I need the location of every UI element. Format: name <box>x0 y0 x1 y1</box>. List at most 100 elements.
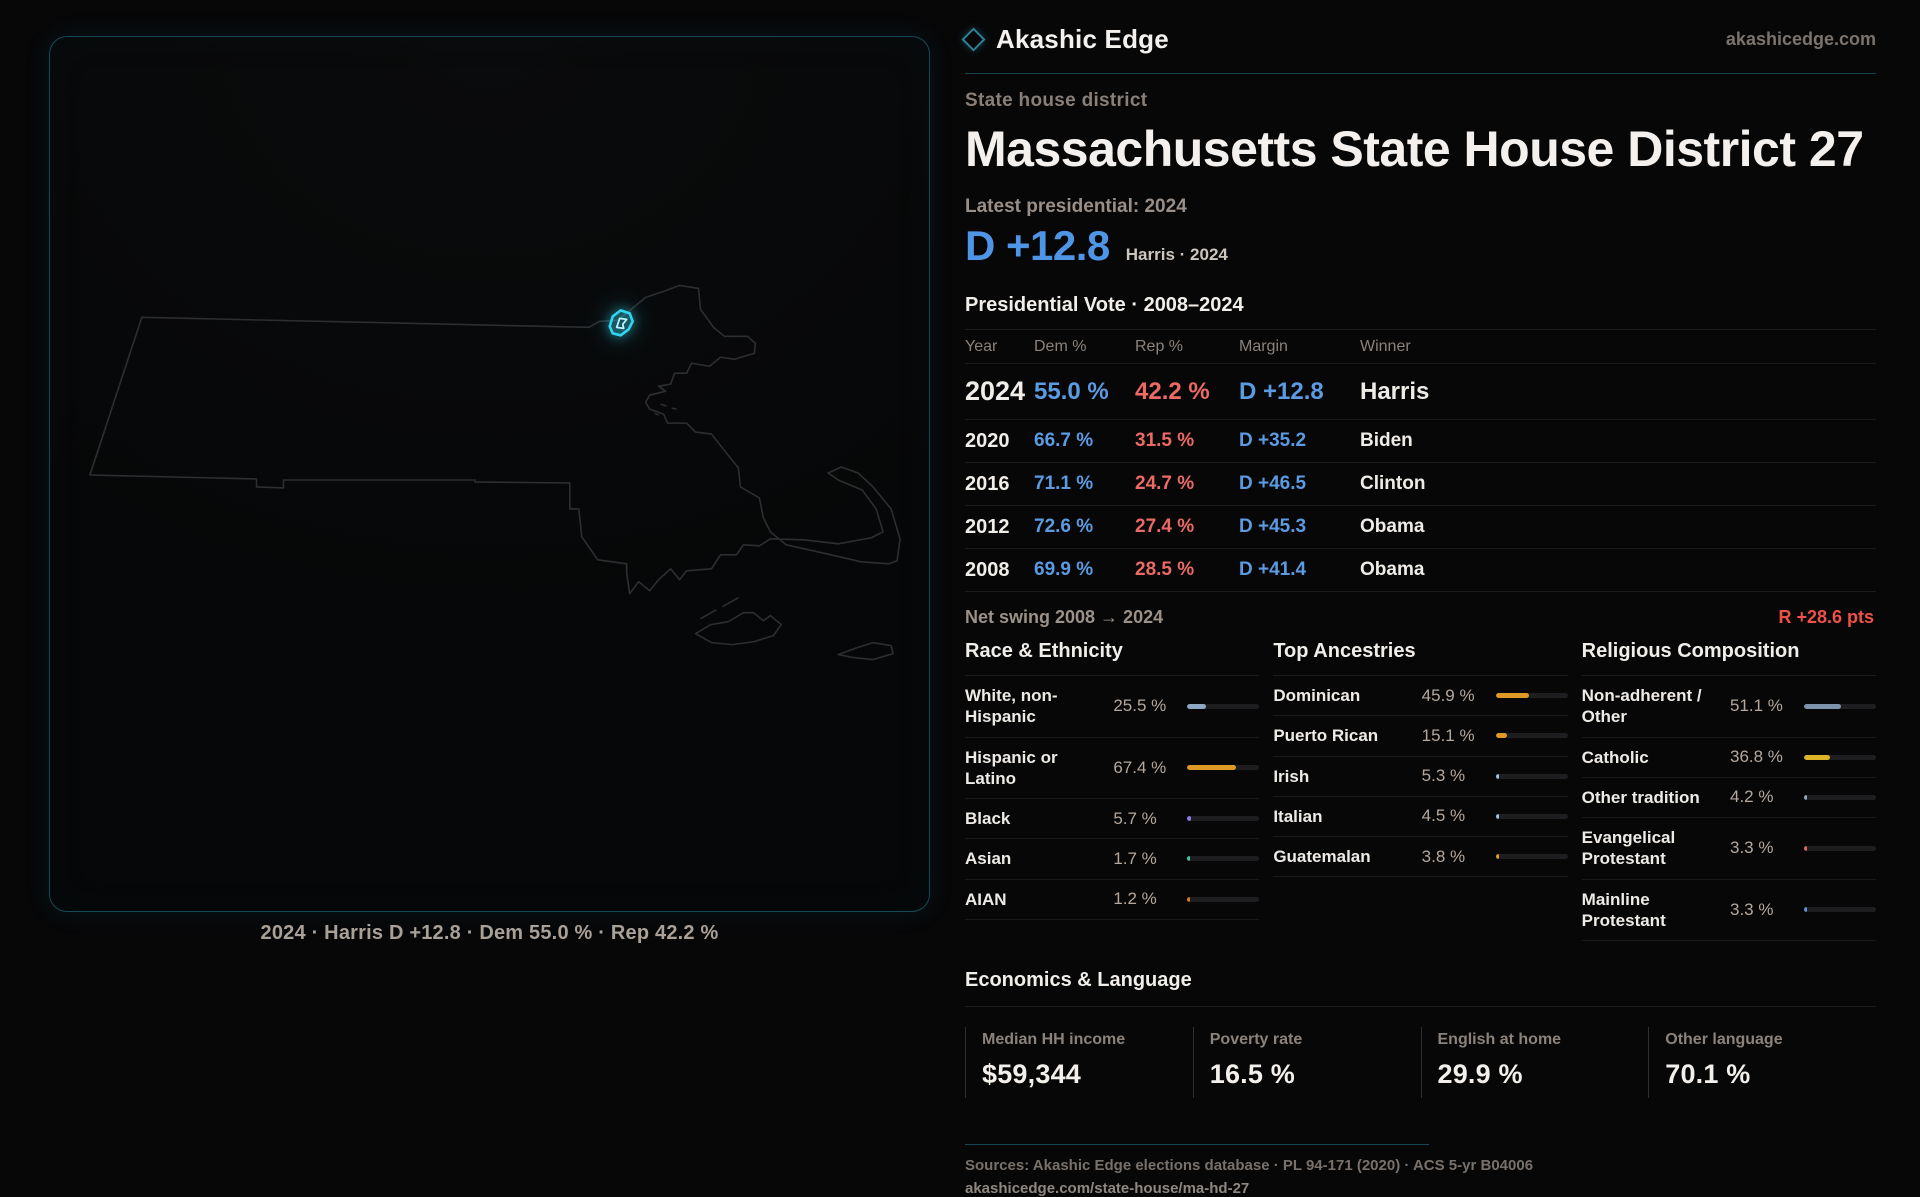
demographic-row: White, non-Hispanic 25.5 % <box>965 676 1260 738</box>
demographic-label: AIAN <box>965 889 1007 909</box>
header: Akashic Edge akashicedge.com <box>961 24 1876 74</box>
demographic-value: 51.1 % <box>1730 696 1783 716</box>
demographic-bar-track <box>1495 773 1568 779</box>
demographic-bar-fill <box>1495 693 1529 699</box>
demographic-label: Black <box>965 809 1011 828</box>
economic-stat-value: 70.1 % <box>1665 1059 1751 1089</box>
permalink[interactable]: akashicedge.com/state-house/ma-hd-27 <box>965 1180 1250 1197</box>
vote-table-title: Presidential Vote · 2008–2024 <box>965 294 1876 330</box>
demographic-row: Black 5.7 % <box>965 799 1260 840</box>
economic-stat: Poverty rate 16.5 % <box>1192 1027 1421 1098</box>
vote-winner: Harris <box>1360 377 1430 405</box>
vote-year: 2012 <box>965 515 1010 538</box>
net-swing-row: Net swing 2008 → 2024 R +28.6 pts <box>965 592 1876 638</box>
vote-margin: D +35.2 <box>1239 430 1307 451</box>
vote-margin: D +46.5 <box>1239 473 1307 494</box>
demographic-label: Irish <box>1273 766 1310 786</box>
vote-dem-pct: 72.6 % <box>1034 516 1094 537</box>
demographic-bar-fill <box>1187 765 1236 771</box>
vote-dem-pct: 69.9 % <box>1034 559 1094 580</box>
demographic-row: Mainline Protestant 3.3 % <box>1581 880 1876 941</box>
economic-stat: Other language 70.1 % <box>1648 1027 1876 1098</box>
demographic-bar-fill <box>1495 773 1500 779</box>
district-map-panel <box>49 36 930 912</box>
vote-year: 2024 <box>965 376 1026 406</box>
vote-year: 2020 <box>965 429 1010 452</box>
demographic-bar-track <box>1495 733 1568 739</box>
demographic-label: Puerto Rican <box>1273 726 1379 746</box>
demographic-bar-track <box>1495 813 1568 819</box>
footer: Sources: Akashic Edge elections database… <box>965 1144 1876 1197</box>
demographic-bar-track <box>1804 794 1876 800</box>
vote-rep-pct: 27.4 % <box>1135 516 1195 537</box>
economic-stat-label: Median HH income <box>982 1031 1126 1048</box>
demographic-label: Guatemalan <box>1273 847 1371 866</box>
demographic-row: Dominican 45.9 % <box>1273 676 1568 717</box>
economics-stats-row: Median HH income $59,344 Poverty rate 16… <box>965 1027 1876 1098</box>
demographic-label: Catholic <box>1581 747 1649 767</box>
vote-margin: D +12.8 <box>1239 377 1324 405</box>
vote-dem-pct: 55.0 % <box>1034 377 1109 405</box>
vote-rep-pct: 24.7 % <box>1135 473 1195 494</box>
col-header-winner: Winner <box>1360 337 1411 355</box>
demographic-label: Other tradition <box>1581 787 1700 807</box>
demographic-bar-track <box>1187 816 1260 822</box>
vote-table-row: 2008 69.9 % 28.5 % D +41.4 Obama <box>965 549 1876 592</box>
demographic-row: AIAN 1.2 % <box>965 880 1260 920</box>
headline-margin-sub: Harris · 2024 <box>1125 245 1228 264</box>
vote-winner: Biden <box>1360 430 1413 451</box>
top-ancestries-column: Top Ancestries Dominican 45.9 % Puerto R… <box>1273 640 1568 941</box>
demographic-value: 3.3 % <box>1730 838 1774 858</box>
vote-year: 2016 <box>965 472 1010 495</box>
page-title: Massachusetts State House District 27 <box>965 121 1864 177</box>
demographic-value: 1.7 % <box>1113 848 1157 868</box>
demographic-label: Hispanic or Latino <box>965 747 1058 788</box>
highlighted-district-inner-mark <box>615 317 628 330</box>
state-outline <box>89 284 901 595</box>
demographic-bar-track <box>1187 765 1260 771</box>
demographic-value: 4.5 % <box>1421 806 1466 826</box>
demographic-bar-fill <box>1804 794 1808 800</box>
latest-presidential-label: Latest presidential: 2024 <box>965 196 1187 217</box>
demographic-bar-track <box>1804 845 1876 851</box>
massachusetts-map <box>89 284 901 661</box>
demographic-label: Italian <box>1273 806 1323 826</box>
vote-table-row: 2016 71.1 % 24.7 % D +46.5 Clinton <box>965 463 1876 506</box>
demographic-bar-fill <box>1187 816 1192 822</box>
economic-stat-label: Poverty rate <box>1209 1031 1303 1048</box>
demographic-label: Dominican <box>1273 686 1361 705</box>
col-header-rep: Rep % <box>1135 337 1184 355</box>
demographic-value: 4.2 % <box>1730 787 1774 807</box>
economic-stat: Median HH income $59,344 <box>965 1027 1193 1098</box>
vote-table-row: 2012 72.6 % 27.4 % D +45.3 Obama <box>965 506 1876 549</box>
demographic-bar-track <box>1804 703 1876 709</box>
economic-stat-value: $59,344 <box>982 1059 1081 1089</box>
brand-name: Akashic Edge <box>996 24 1169 54</box>
demographic-value: 67.4 % <box>1113 757 1167 777</box>
race-ethnicity-column: Race & Ethnicity White, non-Hispanic 25.… <box>965 640 1260 941</box>
economic-stat-value: 29.9 % <box>1437 1059 1523 1089</box>
demographic-bar-fill <box>1804 703 1841 709</box>
demographic-bar-fill <box>1187 703 1206 709</box>
demographic-bar-track <box>1187 856 1260 862</box>
demographic-value: 3.8 % <box>1421 846 1466 866</box>
demographic-value: 45.9 % <box>1421 685 1475 705</box>
demographic-bar-track <box>1804 754 1876 760</box>
footer-divider <box>965 1144 1429 1145</box>
nantucket-outline <box>837 641 894 661</box>
report-panel: Akashic Edge akashicedge.com State house… <box>961 24 1876 1197</box>
religious-composition-column: Religious Composition Non-adherent / Oth… <box>1581 640 1876 941</box>
religious-composition-rows: Non-adherent / Other 51.1 % Catholic 36.… <box>1581 676 1876 941</box>
col-header-margin: Margin <box>1239 337 1288 355</box>
demographic-row: Guatemalan 3.8 % <box>1273 837 1568 878</box>
demographic-row: Other tradition 4.2 % <box>1581 778 1876 818</box>
headline-margin-value: D +12.8 <box>965 222 1110 269</box>
economic-stat-label: English at home <box>1437 1031 1562 1048</box>
brand-domain-link[interactable]: akashicedge.com <box>1725 29 1876 49</box>
demographic-row: Asian 1.7 % <box>965 839 1260 880</box>
demographic-value: 5.3 % <box>1421 766 1466 786</box>
top-ancestries-title: Top Ancestries <box>1273 640 1568 676</box>
highlighted-district-shape <box>608 309 634 337</box>
demographic-value: 1.2 % <box>1113 889 1157 909</box>
demographic-label: White, non-Hispanic <box>965 686 1058 727</box>
